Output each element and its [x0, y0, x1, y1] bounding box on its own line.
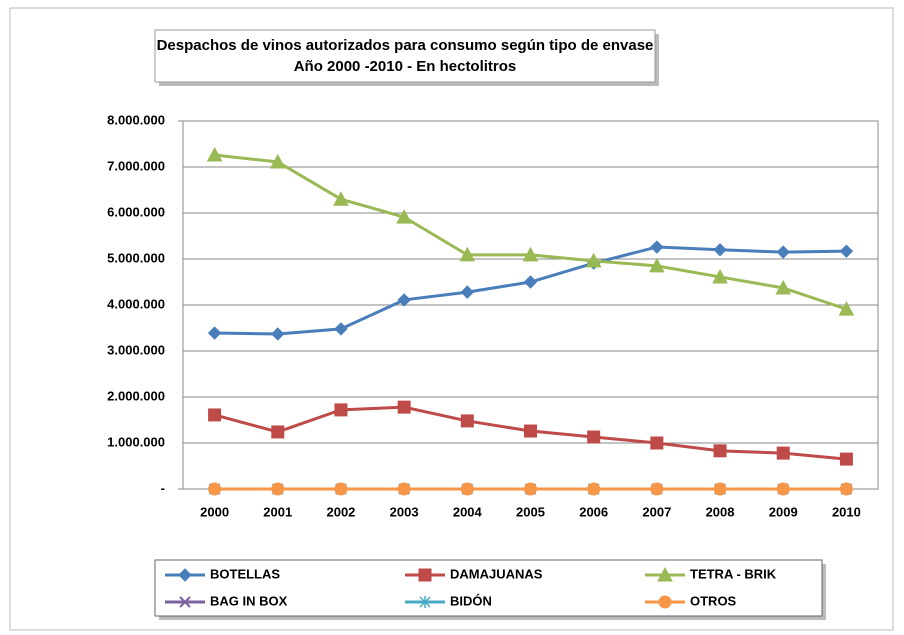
legend-label: BOTELLAS: [210, 566, 280, 581]
data-point: [650, 240, 664, 254]
data-point: [587, 430, 601, 444]
y-tick-label: 7.000.000: [107, 158, 165, 173]
legend-label: DAMAJUANAS: [450, 566, 543, 581]
data-point: [524, 482, 537, 496]
data-point: [713, 444, 727, 458]
y-tick-label: -: [161, 480, 165, 495]
data-point: [460, 285, 475, 299]
data-point: [776, 482, 790, 496]
data-point: [333, 191, 349, 206]
data-point: [776, 245, 790, 259]
data-point: [713, 243, 727, 257]
data-point: [397, 400, 411, 414]
x-tick-label: 2005: [516, 504, 545, 519]
legend-label: TETRA - BRIK: [690, 566, 777, 581]
data-point: [460, 414, 474, 428]
y-tick-label: 1.000.000: [107, 434, 165, 449]
x-tick-label: 2009: [769, 504, 798, 519]
data-point: [650, 482, 664, 496]
data-point: [396, 209, 412, 224]
data-point: [713, 482, 727, 496]
data-point: [397, 482, 411, 496]
data-point: [269, 153, 286, 169]
y-tick-label: 6.000.000: [107, 204, 165, 219]
data-point: [712, 268, 728, 284]
data-point: [271, 327, 285, 341]
y-tick-label: 5.000.000: [107, 250, 165, 265]
data-point: [271, 482, 285, 496]
x-tick-label: 2001: [263, 504, 292, 519]
data-point: [460, 482, 474, 496]
legend-marker: [658, 595, 672, 609]
data-point: [459, 246, 476, 262]
data-point: [208, 482, 222, 496]
data-point: [839, 244, 854, 258]
data-point: [334, 322, 348, 336]
x-tick-label: 2002: [326, 504, 355, 519]
data-point: [650, 436, 664, 450]
data-point: [524, 424, 537, 438]
data-point: [585, 252, 602, 268]
data-point: [839, 452, 853, 466]
x-tick-label: 2010: [832, 504, 861, 519]
data-point: [587, 482, 601, 496]
data-point: [207, 326, 222, 340]
x-tick-label: 2003: [390, 504, 419, 519]
data-point: [649, 257, 665, 273]
chart-subtitle: Año 2000 -2010 - En hectolitros: [294, 58, 517, 75]
legend-marker: [179, 596, 191, 608]
y-tick-label: 2.000.000: [107, 388, 165, 403]
data-point: [206, 146, 223, 162]
title-box: [154, 29, 656, 83]
data-point: [522, 246, 539, 262]
x-tick-label: 2006: [579, 504, 608, 519]
legend-marker: [418, 568, 432, 582]
legend-label: OTROS: [690, 593, 737, 608]
data-point: [776, 446, 790, 460]
chart-title: Despachos de vinos autorizados para cons…: [157, 37, 654, 54]
data-point: [271, 425, 285, 439]
x-tick-label: 2008: [706, 504, 735, 519]
data-point: [775, 279, 792, 295]
data-point: [334, 403, 348, 417]
y-tick-label: 4.000.000: [107, 296, 165, 311]
x-tick-label: 2004: [453, 504, 483, 519]
data-point: [334, 482, 348, 496]
data-point: [397, 293, 411, 307]
x-tick-label: 2000: [200, 504, 229, 519]
y-tick-label: 3.000.000: [107, 342, 165, 357]
legend-marker: [657, 566, 673, 582]
data-point: [208, 408, 222, 422]
data-point: [523, 275, 538, 289]
legend-marker: [419, 596, 431, 608]
legend-marker: [178, 568, 192, 582]
x-tick-label: 2007: [642, 504, 671, 519]
legend-box: [154, 559, 823, 617]
legend-label: BIDÓN: [450, 593, 492, 608]
y-tick-label: 8.000.000: [107, 112, 165, 127]
data-point: [839, 482, 853, 496]
data-point: [838, 301, 855, 316]
legend-label: BAG IN BOX: [210, 593, 288, 608]
